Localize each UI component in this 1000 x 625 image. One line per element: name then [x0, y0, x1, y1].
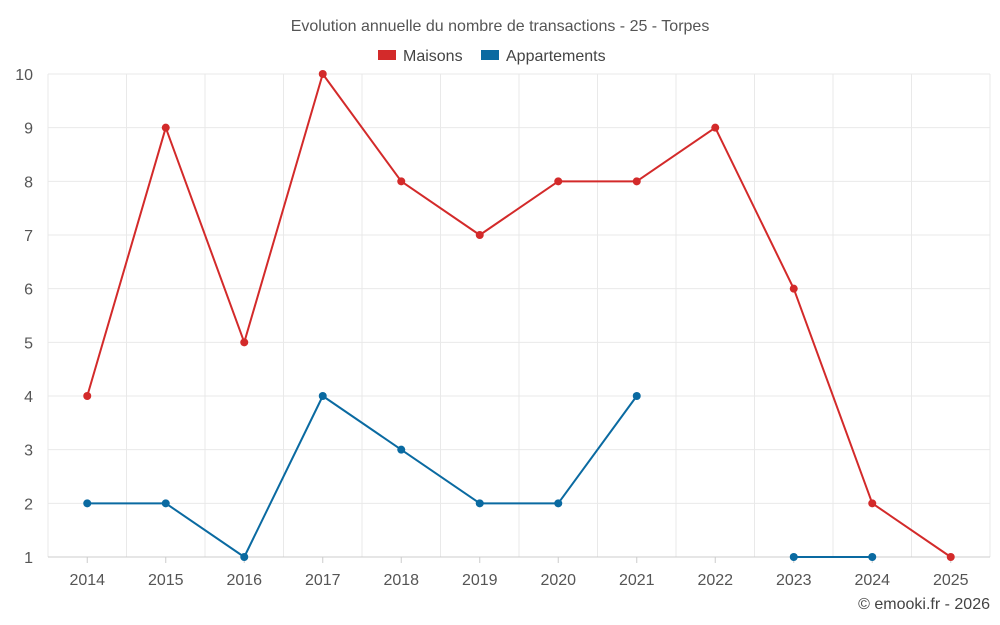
series-line-maisons-0 — [86, 73, 952, 558]
point-appartements-2014[interactable] — [83, 499, 92, 508]
legend-swatch-appartements — [481, 50, 499, 60]
y-tick-label-8: 8 — [24, 174, 33, 191]
legend: Maisons Appartements — [378, 48, 606, 65]
point-maisons-2016[interactable] — [240, 338, 249, 347]
y-tick-label-7: 7 — [24, 228, 33, 245]
chart-title: Evolution annuelle du nombre de transact… — [291, 18, 710, 35]
legend-label-appartements: Appartements — [506, 48, 606, 65]
x-tick-label-2017: 2017 — [305, 572, 341, 589]
point-appartements-2020[interactable] — [554, 499, 563, 508]
y-tick-label-10: 10 — [15, 67, 33, 84]
x-tick-label-2015: 2015 — [148, 572, 184, 589]
point-appartements-2019[interactable] — [475, 499, 484, 508]
y-tick-label-6: 6 — [24, 282, 33, 299]
x-tick-label-2016: 2016 — [226, 572, 262, 589]
x-tick-label-2024: 2024 — [854, 572, 890, 589]
y-tick-label-5: 5 — [24, 335, 33, 352]
y-tick-label-1: 1 — [24, 550, 33, 567]
x-tick-label-2020: 2020 — [540, 572, 576, 589]
series-line-appartements-0 — [87, 395, 638, 558]
point-maisons-2021[interactable] — [632, 177, 641, 186]
point-maisons-2018[interactable] — [397, 177, 406, 186]
y-tick-label-4: 4 — [24, 389, 33, 406]
y-tick-label-3: 3 — [24, 443, 33, 460]
credit-text: © emooki.fr - 2026 — [858, 596, 990, 613]
point-maisons-2020[interactable] — [554, 177, 563, 186]
point-maisons-2015[interactable] — [161, 123, 170, 132]
point-appartements-2017[interactable] — [318, 392, 327, 400]
point-maisons-2025[interactable] — [946, 553, 955, 561]
grid — [47, 73, 991, 557]
point-maisons-2019[interactable] — [475, 231, 484, 239]
legend-label-maisons: Maisons — [403, 48, 463, 65]
x-tick-label-2018: 2018 — [383, 572, 419, 589]
y-tick-label-9: 9 — [24, 121, 33, 138]
point-maisons-2014[interactable] — [83, 392, 92, 400]
series — [83, 70, 955, 561]
point-appartements-2023[interactable] — [789, 553, 798, 561]
x-tick-label-2025: 2025 — [933, 572, 969, 589]
point-appartements-2024[interactable] — [868, 553, 877, 561]
point-appartements-2018[interactable] — [397, 445, 406, 454]
x-tick-label-2019: 2019 — [462, 572, 498, 589]
point-maisons-2017[interactable] — [318, 70, 327, 78]
x-tick-label-2022: 2022 — [697, 572, 733, 589]
point-maisons-2024[interactable] — [868, 499, 877, 508]
point-appartements-2015[interactable] — [161, 499, 170, 508]
y-tick-label-2: 2 — [24, 496, 33, 513]
point-maisons-2023[interactable] — [789, 284, 798, 293]
legend-swatch-maisons — [378, 50, 396, 60]
point-maisons-2022[interactable] — [711, 123, 720, 132]
point-appartements-2016[interactable] — [240, 553, 249, 561]
x-tick-label-2021: 2021 — [619, 572, 655, 589]
point-appartements-2021[interactable] — [632, 392, 641, 400]
x-tick-label-2023: 2023 — [776, 572, 812, 589]
x-tick-label-2014: 2014 — [69, 572, 105, 589]
